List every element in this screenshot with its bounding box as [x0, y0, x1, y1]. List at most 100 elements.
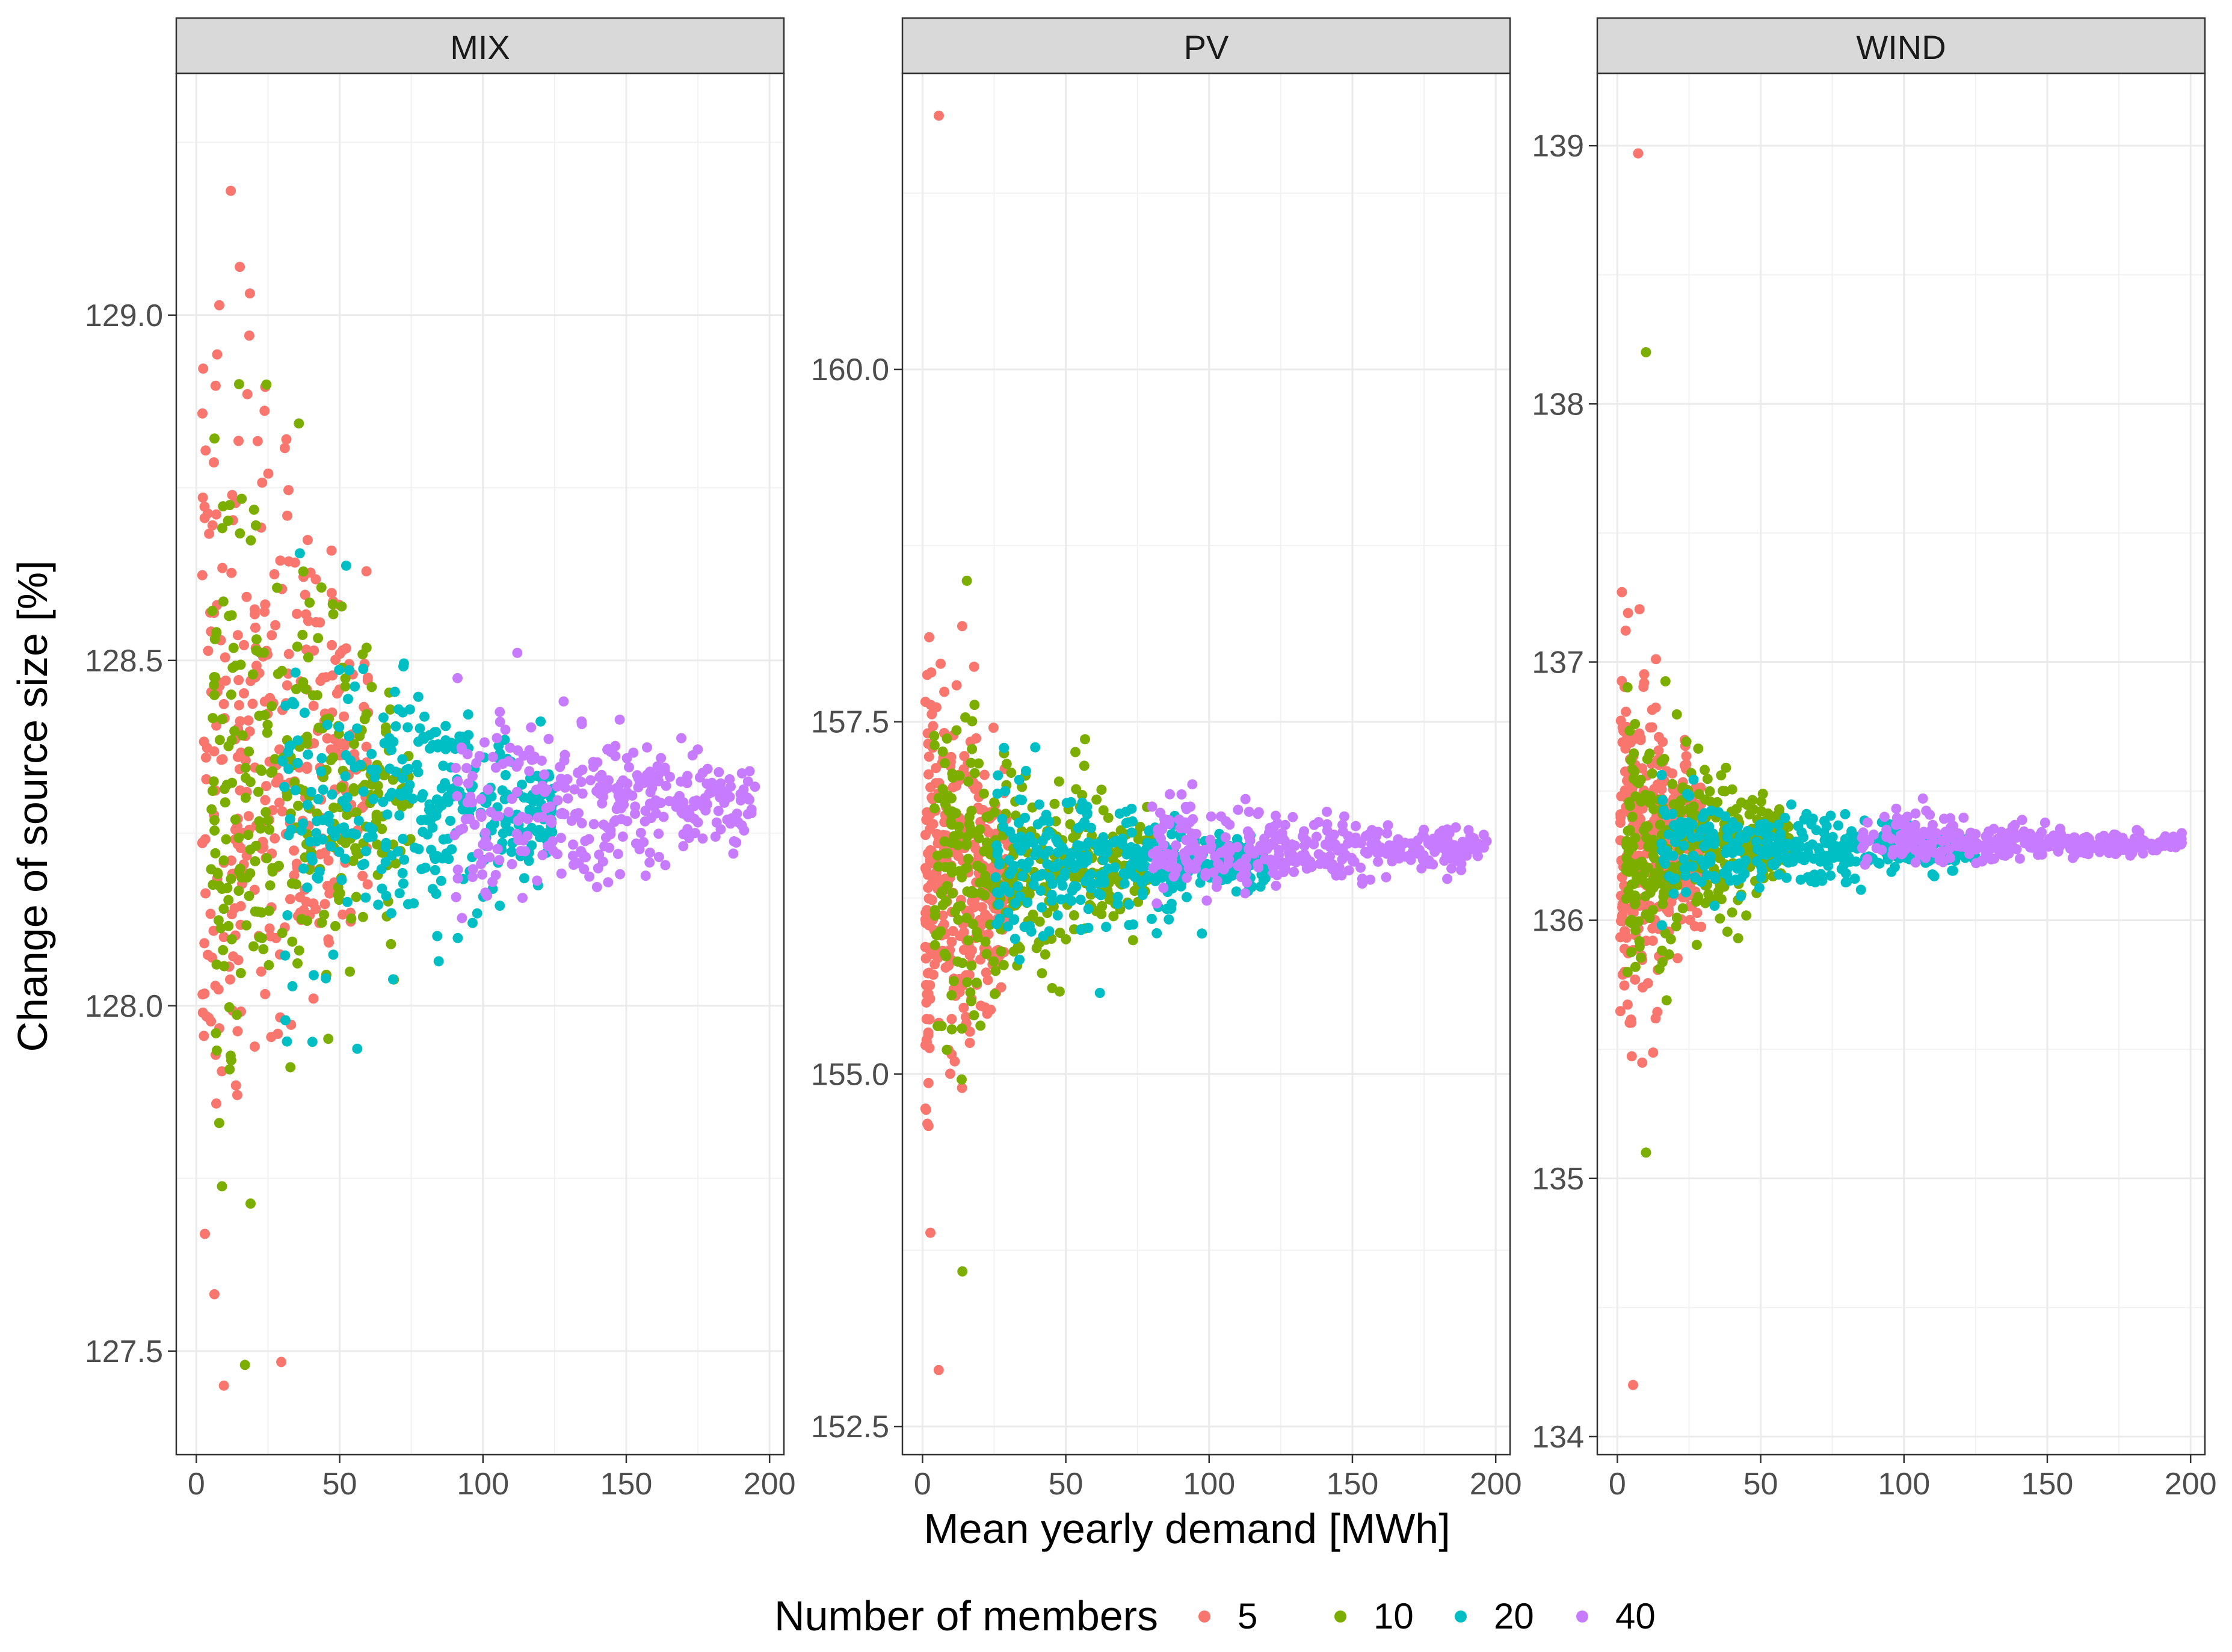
data-point	[969, 661, 979, 672]
data-point	[1017, 871, 1028, 881]
data-point	[416, 864, 427, 875]
data-point	[465, 791, 476, 802]
data-point	[516, 846, 526, 856]
data-point	[264, 905, 274, 916]
data-point	[1982, 833, 1993, 844]
data-point	[201, 1011, 212, 1022]
data-point	[294, 945, 304, 956]
data-point	[226, 855, 236, 866]
data-point	[221, 834, 232, 845]
data-point	[199, 938, 210, 949]
data-point	[1653, 745, 1664, 756]
data-point	[644, 857, 655, 868]
data-point	[1697, 812, 1708, 822]
data-point	[316, 582, 327, 593]
data-point	[340, 771, 351, 781]
data-point	[1213, 858, 1224, 869]
data-point	[1886, 833, 1896, 844]
data-point	[1839, 859, 1849, 870]
data-point	[1170, 869, 1180, 880]
data-point	[1416, 863, 1427, 874]
data-point	[452, 673, 463, 683]
data-point	[1626, 1017, 1637, 1028]
data-point	[441, 848, 452, 859]
data-point	[477, 869, 488, 880]
data-point	[1373, 827, 1384, 837]
data-point	[1783, 857, 1793, 868]
data-point	[535, 716, 546, 727]
data-point	[1647, 768, 1657, 779]
y-tick-label: 128.0	[85, 989, 163, 1024]
data-point	[1071, 848, 1082, 859]
data-point	[218, 904, 229, 914]
data-point	[1655, 779, 1666, 790]
facet-panels: MIX 127.5 128.0 128.5 129.0 0 50 100 150 200 PV 152…	[85, 17, 2217, 1502]
data-point	[328, 609, 339, 620]
data-point	[1025, 920, 1035, 931]
data-point	[926, 709, 937, 720]
data-point	[361, 741, 372, 752]
data-point	[2036, 827, 2047, 837]
data-point	[357, 911, 368, 922]
data-point	[953, 914, 964, 925]
data-point	[937, 784, 948, 794]
data-point	[451, 892, 461, 902]
data-point	[209, 815, 220, 825]
data-point	[1389, 849, 1399, 860]
data-point	[744, 766, 755, 777]
data-point	[1748, 804, 1759, 815]
data-point	[954, 821, 964, 832]
data-point	[245, 868, 256, 879]
data-point	[635, 827, 646, 838]
data-point	[1286, 839, 1297, 850]
legend-label: 40	[1615, 1596, 1656, 1636]
data-point	[226, 874, 236, 884]
data-point	[664, 796, 674, 807]
data-point	[1721, 762, 1731, 773]
data-point	[922, 989, 933, 1000]
data-point	[259, 606, 270, 617]
data-point	[981, 967, 991, 978]
data-point	[1079, 817, 1090, 828]
data-point	[1171, 840, 1182, 851]
facet-strip	[1596, 17, 2206, 75]
major-gridlines	[1597, 73, 2205, 1455]
data-point	[476, 812, 487, 822]
data-point	[239, 688, 249, 698]
x-axis-title: Mean yearly demand [MWh]	[923, 1505, 1450, 1552]
data-point	[1373, 856, 1383, 867]
data-point	[335, 823, 346, 834]
data-point	[257, 477, 268, 488]
legend-entry-10: 10	[1334, 1596, 1414, 1636]
data-point	[628, 747, 639, 758]
data-point	[1623, 825, 1633, 836]
data-point	[197, 570, 208, 581]
data-point	[1874, 858, 1885, 869]
data-point	[339, 711, 350, 722]
x-tick-label: 50	[1049, 1467, 1084, 1502]
data-point	[1657, 845, 1668, 856]
data-point	[563, 793, 573, 804]
data-point	[1627, 764, 1638, 775]
data-point	[1757, 849, 1768, 859]
data-point	[713, 806, 724, 816]
data-point	[1481, 836, 1492, 846]
data-point	[346, 913, 357, 924]
data-point	[1703, 889, 1714, 899]
data-point	[306, 786, 316, 797]
data-point	[1003, 907, 1014, 918]
data-point	[1000, 786, 1011, 797]
data-point	[282, 910, 293, 920]
data-point	[610, 741, 621, 751]
data-point	[1677, 903, 1688, 914]
data-point	[253, 786, 264, 797]
data-point	[742, 776, 753, 787]
data-point	[1796, 827, 1807, 837]
data-point	[408, 898, 419, 909]
data-point	[359, 714, 370, 724]
data-point	[1049, 798, 1060, 809]
data-point	[1103, 812, 1114, 823]
data-point	[233, 700, 244, 710]
data-point	[1037, 835, 1048, 846]
data-point	[1028, 880, 1039, 890]
